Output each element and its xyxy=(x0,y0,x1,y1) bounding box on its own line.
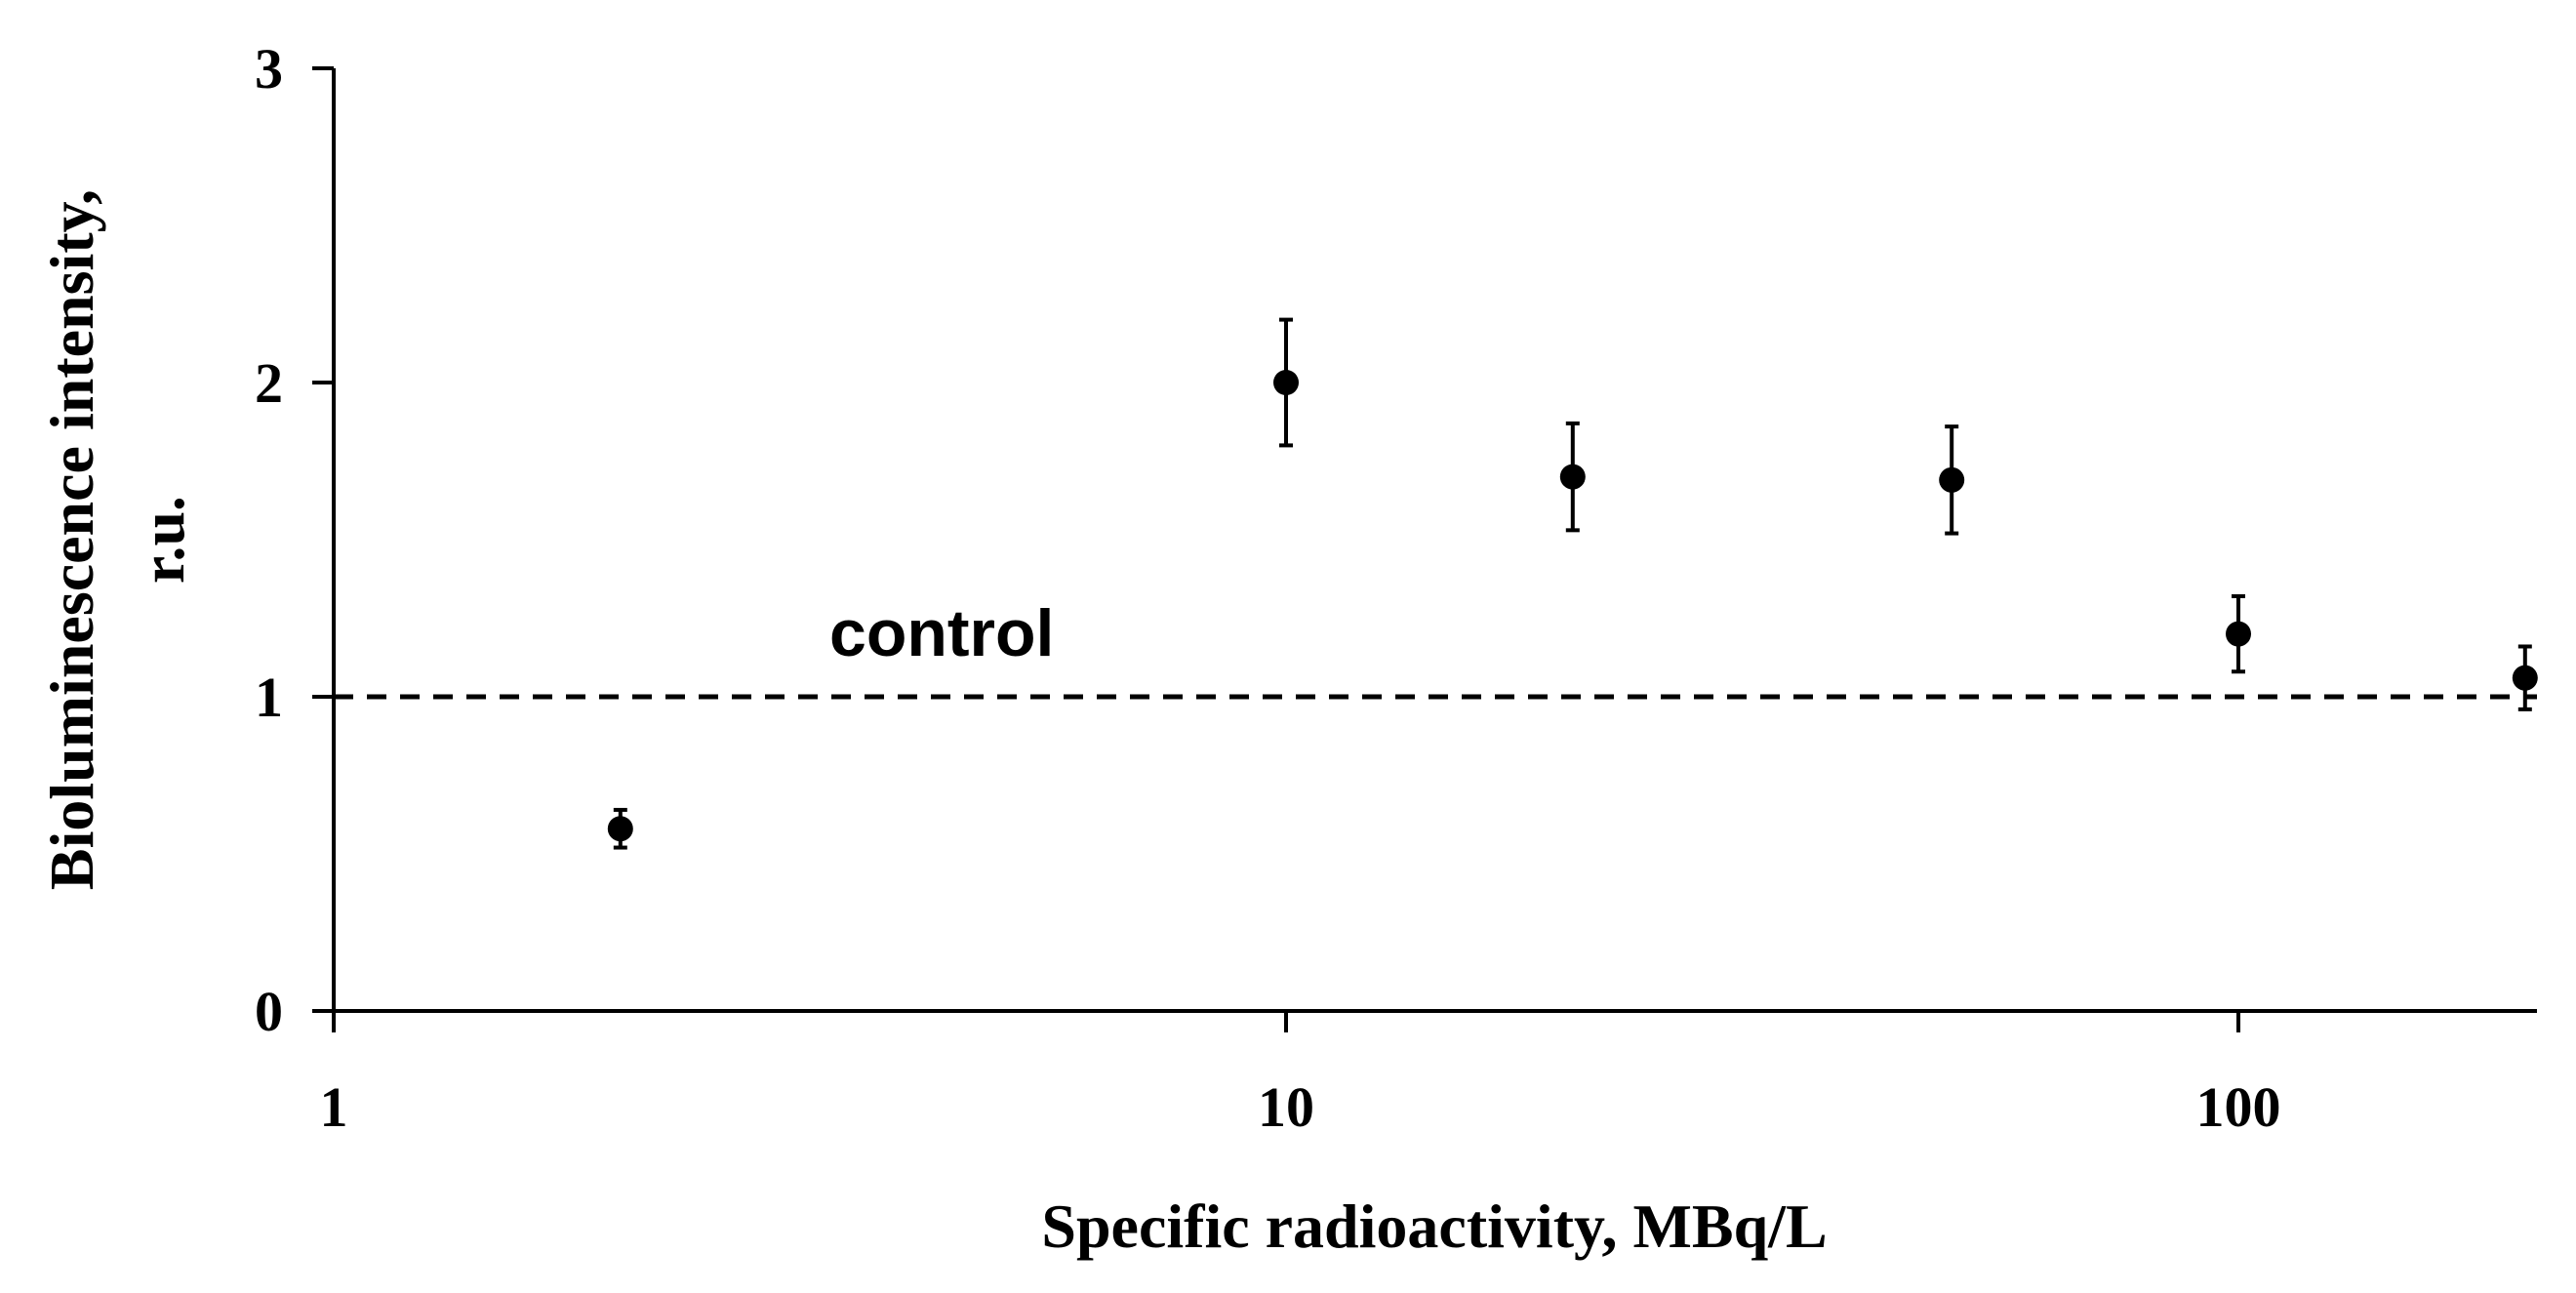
y-tick-label-3: 3 xyxy=(255,37,283,101)
data-point-5 xyxy=(2512,665,2538,691)
x-axis-title: Specific radioactivity, MBq/L xyxy=(1041,1192,1827,1261)
axes xyxy=(312,68,2537,1013)
y-axis-title-line-2: r.u. xyxy=(128,496,197,584)
control-label: control xyxy=(829,596,1054,670)
data-points xyxy=(607,317,2538,850)
y-axis-title-line-1: Bioluminescence intensity, xyxy=(37,189,106,890)
data-point-4 xyxy=(2226,621,2251,647)
data-point-1 xyxy=(1273,370,1299,395)
y-tick-label-0: 0 xyxy=(255,980,283,1043)
y-tick-label-1: 1 xyxy=(255,666,283,729)
x-tick-label-1: 10 xyxy=(1258,1075,1314,1139)
x-tick-label-2: 100 xyxy=(2196,1075,2281,1139)
x-tick-label-0: 1 xyxy=(320,1075,348,1139)
y-tick-label-2: 2 xyxy=(255,351,283,415)
data-point-3 xyxy=(1939,466,1965,493)
axis-titles: Specific radioactivity, MBq/L Biolumines… xyxy=(37,189,1828,1261)
data-point-0 xyxy=(607,816,633,842)
control-line-group: control xyxy=(334,596,2537,700)
data-point-2 xyxy=(1559,464,1586,490)
